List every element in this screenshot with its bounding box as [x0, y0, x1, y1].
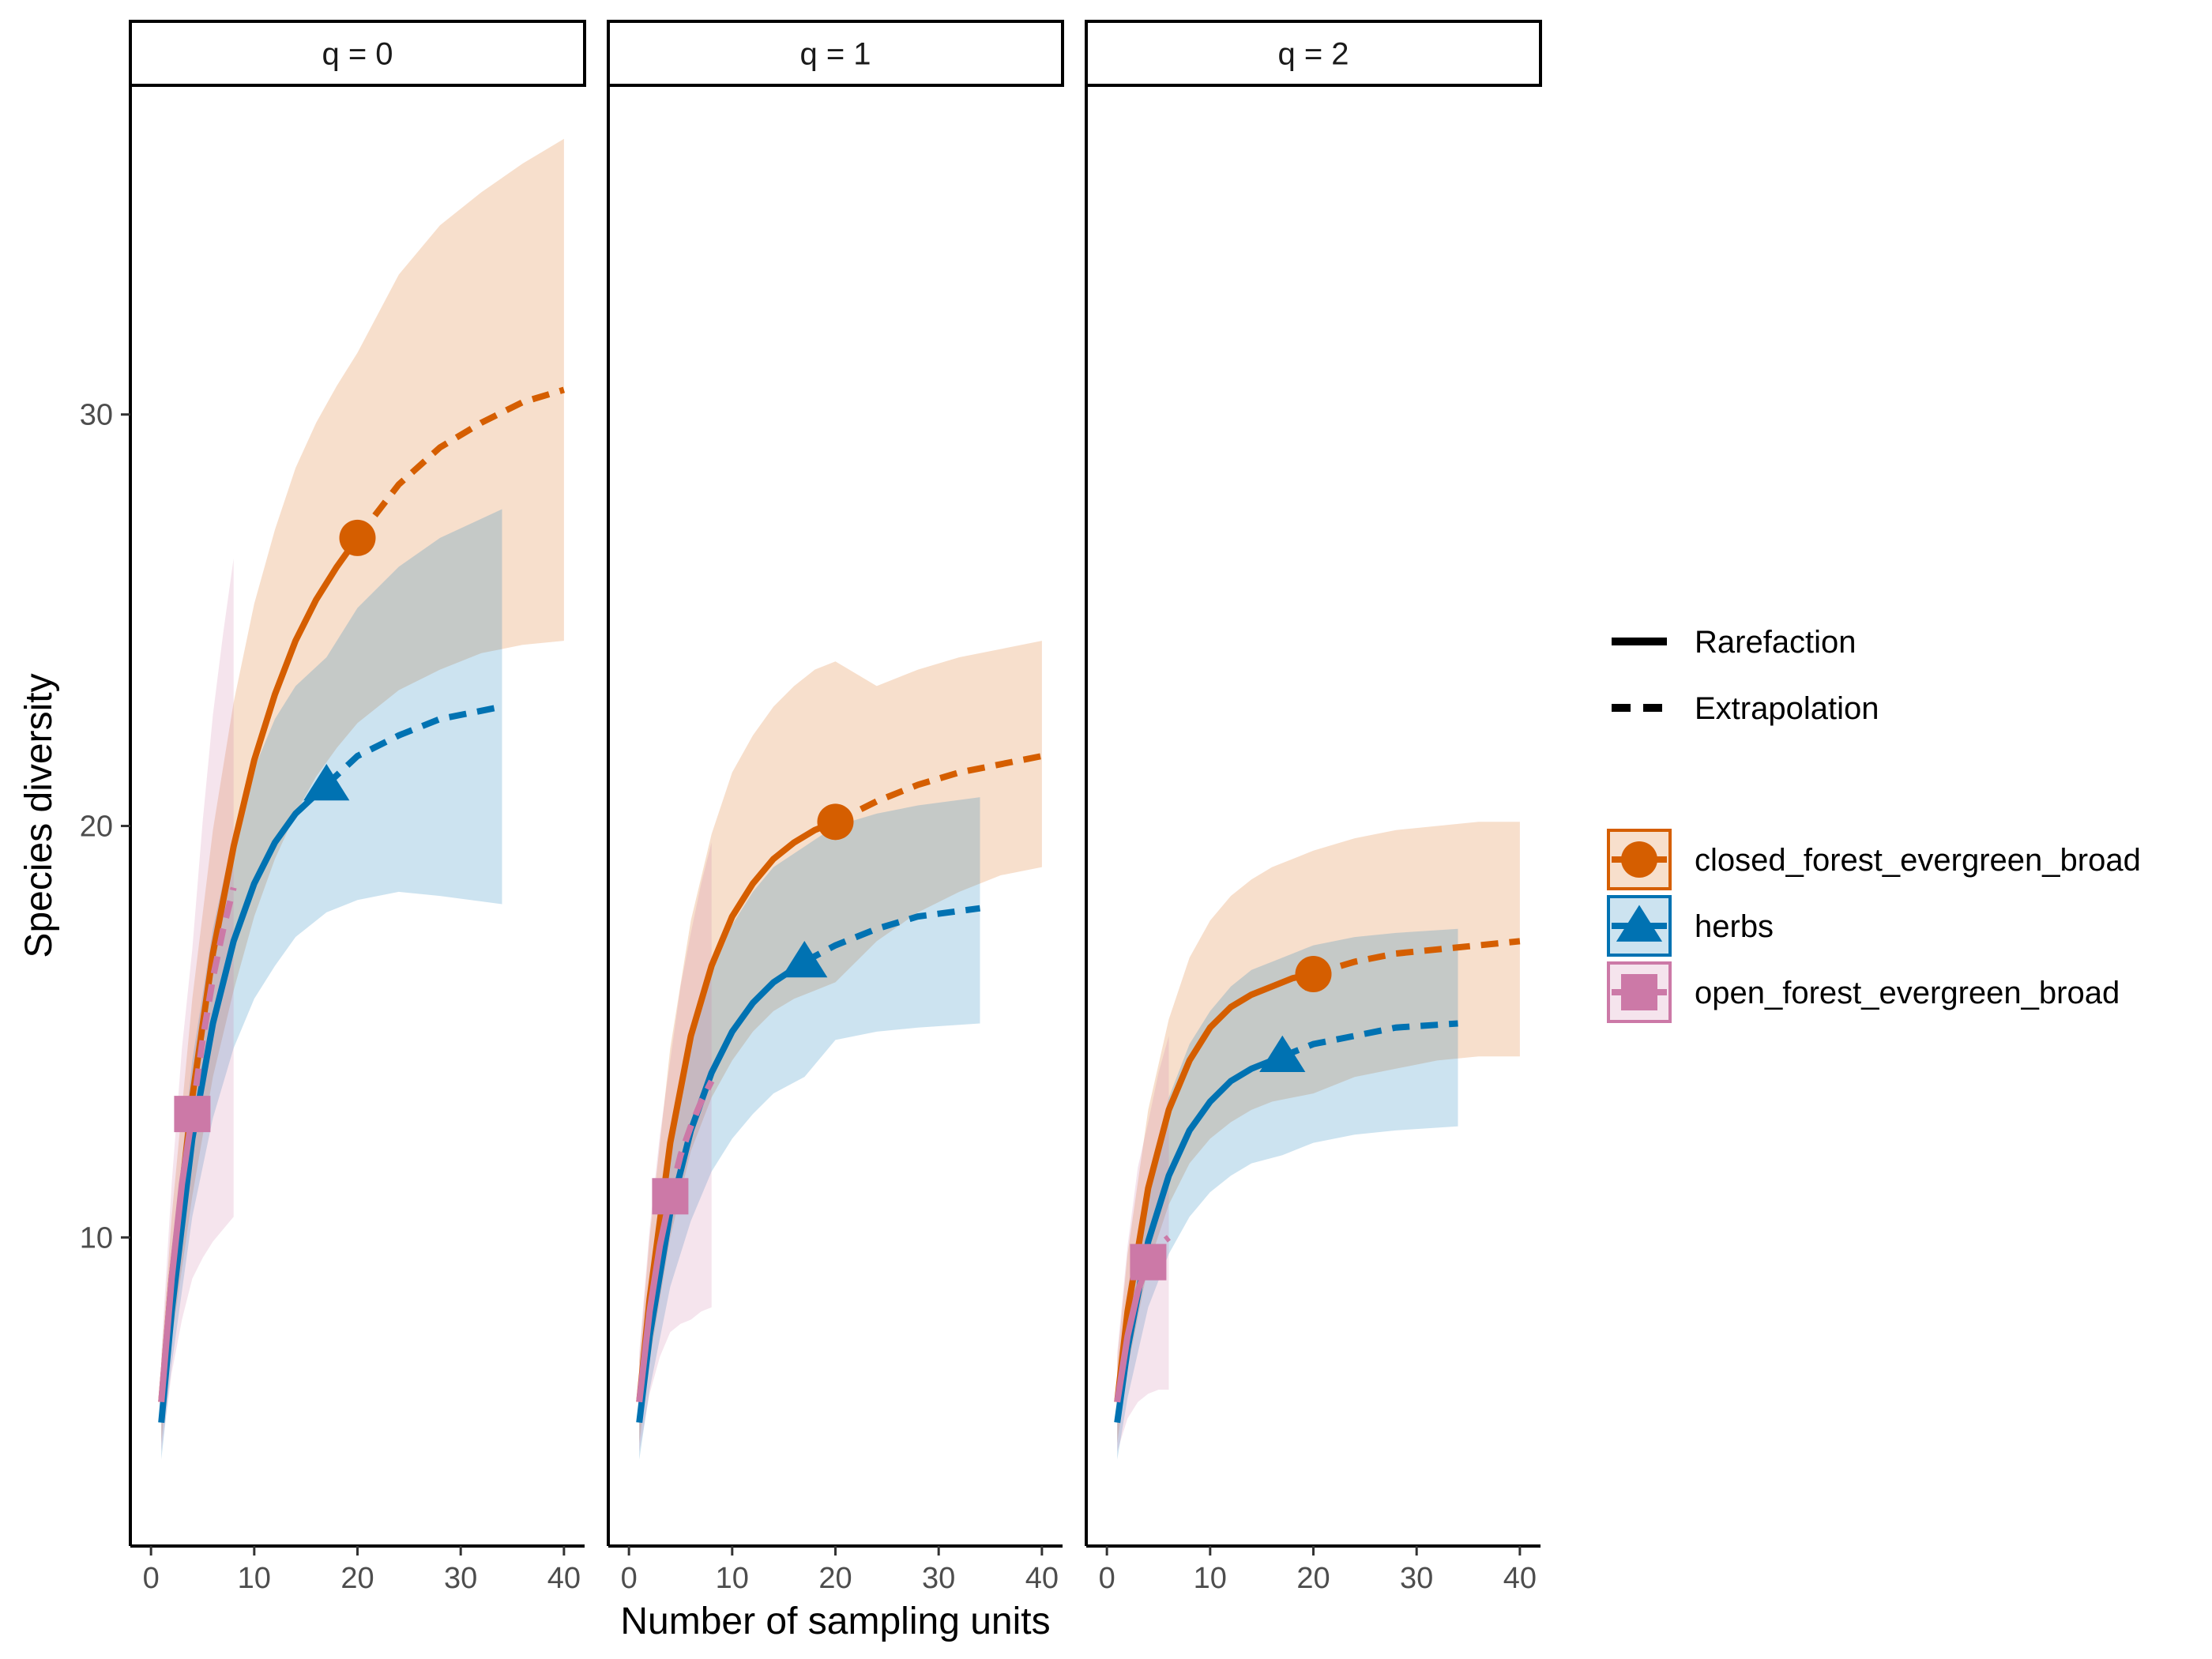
x-tick-label: 30 — [444, 1562, 477, 1595]
rarefaction-line-open_forest_evergreen_broad — [636, 1195, 674, 1403]
facet-panel-2: q = 1 0 10 20 30 40 — [607, 20, 1064, 1595]
facet-strip-box — [1085, 20, 1542, 87]
legend-label: Rarefaction — [1695, 625, 1856, 660]
x-tick-label: 20 — [1296, 1562, 1330, 1595]
legend-key-symbol — [1616, 905, 1663, 942]
x-tick-label: 40 — [1025, 1562, 1059, 1595]
x-tick-label: 10 — [716, 1562, 749, 1595]
x-tick-label: 10 — [1194, 1562, 1227, 1595]
band-herbs — [161, 509, 502, 1460]
legend-item-herbs: herbs — [1607, 895, 1774, 957]
x-tick-label: 0 — [1099, 1562, 1115, 1595]
facet-panel-1: q = 0 0 10 20 30 40 10 20 30 — [80, 20, 586, 1595]
observed-point-closed_forest_evergreen_broad — [817, 803, 854, 841]
observed-points — [1130, 956, 1332, 1281]
axes: 0 10 20 30 40 10 20 30 — [80, 85, 585, 1595]
axes: 0 10 20 30 40 — [1085, 85, 1540, 1595]
legend-label: closed_forest_evergreen_broad — [1695, 843, 2141, 878]
x-tick-label: 30 — [922, 1562, 955, 1595]
observed-points — [652, 803, 854, 1215]
rarefaction-line-herbs — [636, 959, 807, 1424]
facet-strip-box — [607, 20, 1064, 87]
facet-strip: q = 2 — [1085, 20, 1542, 87]
extrapolation-line-open_forest_evergreen_broad — [667, 1079, 715, 1198]
band-herbs — [639, 797, 980, 1460]
facet-strip: q = 1 — [607, 20, 1064, 87]
observed-point-herbs — [303, 763, 350, 801]
observed-point-closed_forest_evergreen_broad — [1295, 956, 1332, 993]
series-lines — [158, 386, 566, 1424]
observed-point-herbs — [781, 940, 828, 978]
extrapolation-line-closed_forest_evergreen_broad — [1312, 938, 1521, 977]
rarefaction-line-closed_forest_evergreen_broad — [1114, 971, 1315, 1403]
x-tick-label: 10 — [238, 1562, 271, 1595]
facet-strip-label: q = 1 — [799, 37, 871, 72]
observed-point-open_forest_evergreen_broad — [1130, 1243, 1167, 1281]
facet-panel-3: q = 2 0 10 20 30 40 — [1085, 20, 1542, 1595]
x-tick-label: 0 — [621, 1562, 638, 1595]
observed-points — [174, 519, 376, 1133]
extrapolation-line-closed_forest_evergreen_broad — [833, 753, 1043, 825]
legend-item-open_forest_evergreen_broad: open_forest_evergreen_broad — [1607, 961, 2120, 1023]
x-tick-label: 20 — [818, 1562, 852, 1595]
band-closed_forest_evergreen_broad — [639, 641, 1042, 1443]
legend-item-solid: Rarefaction — [1612, 625, 1856, 660]
x-tick-label: 40 — [1503, 1562, 1537, 1595]
observed-point-open_forest_evergreen_broad — [652, 1178, 689, 1215]
extrapolation-line-closed_forest_evergreen_broad — [355, 386, 566, 540]
legend-key-symbol — [1621, 974, 1657, 1010]
y-tick-label: 10 — [80, 1221, 113, 1255]
rarefaction-line-open_forest_evergreen_broad — [158, 1113, 196, 1403]
axes: 0 10 20 30 40 — [607, 85, 1063, 1595]
x-tick-label: 40 — [547, 1562, 581, 1595]
band-closed_forest_evergreen_broad — [161, 138, 564, 1443]
facet-strip-box — [129, 20, 586, 87]
rarefaction-line-herbs — [158, 782, 329, 1424]
legend-key-symbol — [1621, 841, 1657, 878]
y-tick-label: 30 — [80, 399, 113, 432]
extrapolation-line-open_forest_evergreen_broad — [189, 886, 237, 1115]
facet-panels: q = 0 0 10 20 30 40 10 20 30 q = 1 0 10 20 30 40 q = 2 0… — [80, 20, 1542, 1595]
x-tick-label: 0 — [143, 1562, 160, 1595]
band-open_forest_evergreen_broad — [639, 842, 712, 1452]
x-tick-label: 30 — [1400, 1562, 1433, 1595]
legend-label: open_forest_evergreen_broad — [1695, 976, 2120, 1010]
y-tick-label: 20 — [80, 811, 113, 844]
facet-strip-label: q = 0 — [322, 37, 393, 72]
confidence-bands — [161, 138, 564, 1460]
legend-item-closed_forest_evergreen_broad: closed_forest_evergreen_broad — [1607, 829, 2141, 890]
confidence-bands — [1117, 822, 1520, 1460]
y-axis-title: Species diversity — [18, 673, 60, 957]
observed-point-herbs — [1259, 1035, 1306, 1073]
facet-strip: q = 0 — [129, 20, 586, 87]
x-axis-title: Number of sampling units — [620, 1601, 1050, 1642]
observed-point-open_forest_evergreen_broad — [174, 1096, 211, 1133]
facet-strip-label: q = 2 — [1277, 37, 1349, 72]
confidence-bands — [639, 641, 1042, 1460]
legend-label: herbs — [1695, 909, 1774, 944]
band-herbs — [1117, 928, 1458, 1460]
observed-point-closed_forest_evergreen_broad — [339, 519, 376, 556]
band-closed_forest_evergreen_broad — [1117, 822, 1520, 1443]
extrapolation-line-herbs — [324, 703, 503, 788]
legend-item-dashed: Extrapolation — [1612, 691, 1879, 726]
legend: Rarefaction Extrapolation closed_forest_ev… — [1607, 625, 2141, 1023]
x-tick-label: 20 — [340, 1562, 374, 1595]
legend-label: Extrapolation — [1695, 691, 1879, 726]
extrapolation-line-herbs — [803, 905, 981, 965]
